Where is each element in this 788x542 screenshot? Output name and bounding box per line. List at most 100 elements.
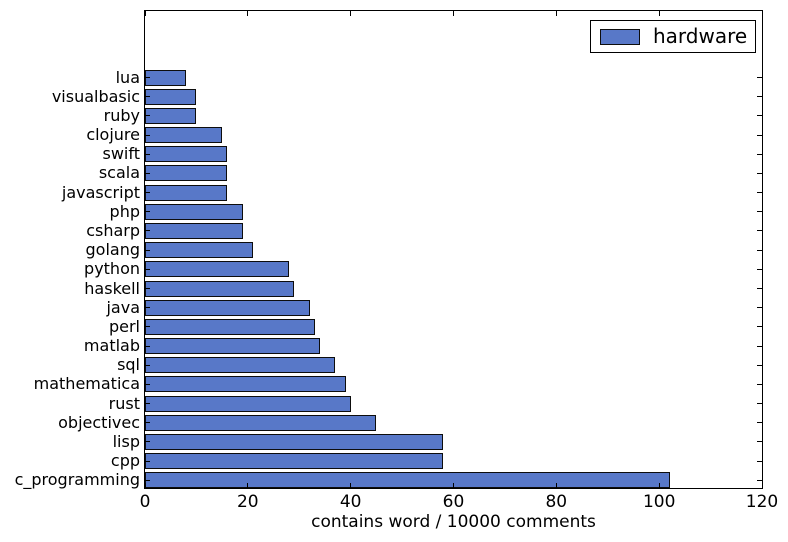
legend-swatch [600,29,640,45]
y-tick-label-python: python [84,259,140,279]
legend: hardware [590,20,756,53]
plot-area [144,10,763,489]
y-tick-mark [145,268,150,270]
y-tick-label-golang: golang [85,240,141,260]
bar-c_programming [145,472,670,489]
x-tick-mark [658,11,660,16]
y-tick-mark [145,326,150,328]
y-tick-mark [757,403,762,405]
y-tick-mark [145,249,150,251]
x-tick-mark [555,483,557,488]
y-tick-label-objectivec: objectivec [58,412,140,432]
bar-perl [145,318,315,335]
bar-cpp [145,453,444,470]
bar-haskell [145,280,295,297]
x-tick-mark [247,11,249,16]
y-tick-mark [757,268,762,270]
y-tick-mark [757,153,762,155]
y-tick-mark [145,211,150,213]
y-tick-mark [757,345,762,347]
y-tick-mark [145,441,150,443]
x-tick-label-20: 20 [236,492,259,512]
bar-ruby [145,107,197,124]
y-tick-label-ruby: ruby [103,105,140,125]
y-tick-label-sql: sql [117,355,140,375]
y-tick-mark [145,288,150,289]
y-tick-label-mathematica: mathematica [33,374,140,394]
y-tick-label-swift: swift [102,144,141,164]
x-tick-label-60: 60 [442,492,465,512]
bar-rust [145,395,351,412]
y-tick-mark [145,134,150,136]
x-tick-mark [144,483,146,488]
y-tick-mark [757,422,762,424]
x-tick-mark [761,11,763,16]
y-tick-mark [757,77,762,78]
bar-objectivec [145,414,377,431]
x-tick-mark [555,11,557,16]
y-tick-mark [757,307,762,309]
x-tick-label-40: 40 [339,492,362,512]
bar-sql [145,357,336,374]
y-tick-mark [145,192,150,194]
y-tick-mark [145,115,150,117]
bar-scala [145,165,228,182]
y-tick-mark [757,211,762,213]
y-tick-label-csharp: csharp [86,220,140,240]
y-tick-mark [757,192,762,194]
y-tick-mark [757,441,762,443]
bar-java [145,299,310,316]
bar-matlab [145,338,320,354]
y-tick-mark [145,345,150,347]
x-tick-mark [658,483,660,488]
y-tick-mark [145,172,150,174]
bar-lua [145,69,187,86]
y-tick-mark [757,326,762,328]
y-tick-mark [757,172,762,174]
y-tick-label-clojure: clojure [86,125,140,144]
y-tick-mark [145,364,150,366]
y-tick-mark [145,153,150,155]
y-tick-label-haskell: haskell [84,278,140,298]
x-tick-mark [350,11,352,16]
y-tick-mark [757,460,762,462]
y-tick-label-scala: scala [98,163,140,183]
y-tick-mark [757,288,762,289]
bar-lisp [145,433,444,450]
x-tick-mark [453,11,454,16]
y-tick-mark [757,96,762,98]
y-tick-mark [757,115,762,117]
y-tick-label-rust: rust [108,393,140,413]
y-tick-label-cpp: cpp [110,451,140,471]
y-tick-label-perl: perl [108,316,140,336]
x-tick-label-0: 0 [139,492,151,512]
x-tick-label-100: 100 [642,492,676,512]
y-tick-mark [145,307,150,309]
y-tick-mark [757,230,762,232]
y-tick-label-matlab: matlab [83,336,140,355]
y-tick-mark [757,364,762,366]
y-tick-label-javascript: javascript [61,182,140,202]
y-tick-mark [145,422,150,424]
y-tick-mark [757,249,762,251]
y-tick-label-java: java [106,297,140,317]
bar-python [145,261,289,278]
y-tick-label-php: php [109,201,140,221]
y-tick-mark [145,77,150,78]
x-tick-mark [761,483,763,488]
x-tick-mark [247,483,249,488]
x-tick-mark [350,483,352,488]
bar-csharp [145,222,243,239]
bar-php [145,203,243,220]
y-tick-label-visualbasic: visualbasic [51,86,140,106]
y-tick-label-lua: lua [115,67,140,87]
x-tick-mark [453,483,454,488]
y-tick-label-lisp: lisp [112,431,140,451]
y-tick-mark [145,460,150,462]
x-axis-label: contains word / 10000 comments [311,512,596,532]
bar-javascript [145,184,228,201]
y-tick-mark [757,383,762,385]
y-tick-mark [145,230,150,232]
bar-golang [145,242,253,259]
x-tick-mark [144,11,146,16]
